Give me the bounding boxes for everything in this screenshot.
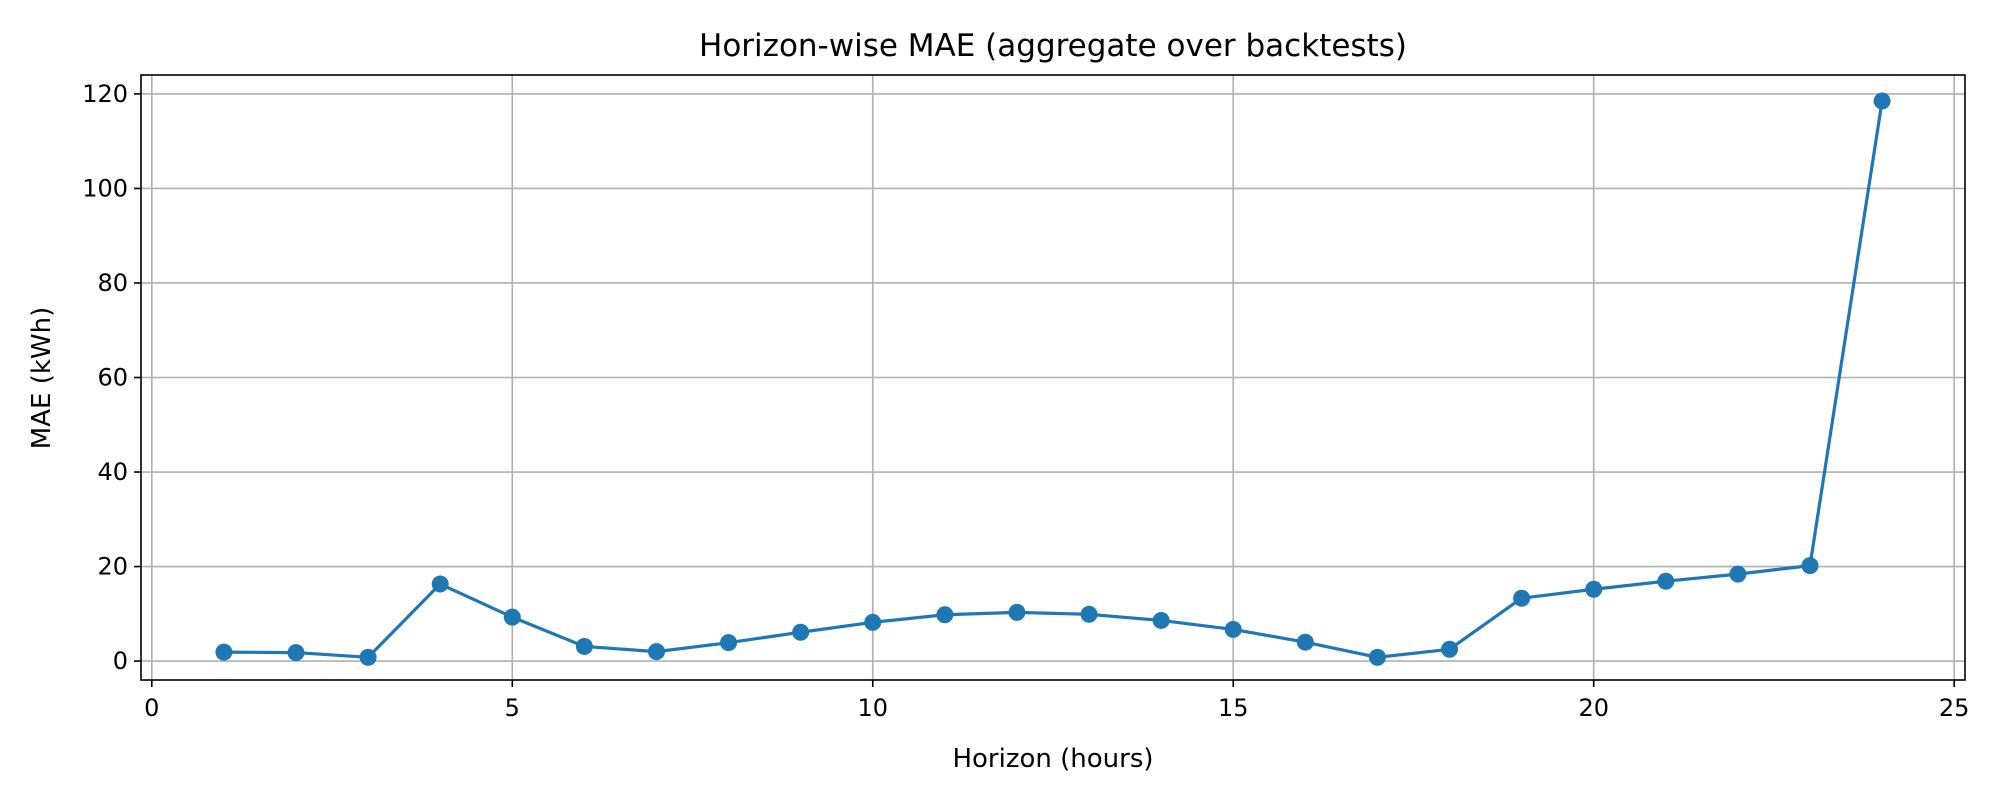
grid-lines — [141, 75, 1965, 680]
y-tick-label: 60 — [97, 364, 128, 392]
data-point — [936, 606, 954, 624]
y-axis-label: MAE (kWh) — [27, 307, 57, 449]
data-point — [575, 637, 593, 655]
data-point — [503, 608, 521, 626]
data-point — [1224, 620, 1242, 638]
data-point — [1657, 572, 1675, 590]
data-point — [720, 634, 738, 652]
x-tick-label: 10 — [857, 694, 888, 722]
data-point — [1729, 565, 1747, 583]
data-point — [1008, 603, 1026, 621]
data-point — [1080, 605, 1098, 623]
data-point — [1296, 633, 1314, 651]
data-point — [647, 643, 665, 661]
data-point — [1801, 557, 1819, 575]
data-point — [287, 644, 305, 662]
y-tick-label: 120 — [82, 80, 128, 108]
data-point — [1441, 640, 1459, 658]
y-tick-label: 40 — [97, 458, 128, 486]
axis-ticks: 0 5 10 15 20 25 0 20 40 60 80 100 120 — [82, 80, 1969, 722]
y-tick-label: 80 — [97, 269, 128, 297]
chart-title: Horizon-wise MAE (aggregate over backtes… — [699, 28, 1407, 64]
y-tick-label: 0 — [113, 647, 128, 675]
data-point — [1152, 611, 1170, 629]
series-line — [223, 100, 1884, 659]
x-tick-label: 20 — [1578, 694, 1609, 722]
y-tick-label: 20 — [97, 553, 128, 581]
data-point — [792, 623, 810, 641]
data-point — [1368, 648, 1386, 666]
data-point — [215, 643, 233, 661]
x-tick-label: 25 — [1939, 694, 1970, 722]
data-point — [1513, 589, 1531, 607]
y-tick-label: 100 — [82, 174, 128, 202]
x-axis-label: Horizon (hours) — [952, 744, 1153, 774]
x-tick-label: 5 — [505, 694, 520, 722]
data-point — [431, 575, 449, 593]
plot-series — [215, 92, 1891, 666]
data-point — [1585, 580, 1603, 598]
data-point — [1873, 92, 1891, 110]
x-tick-label: 15 — [1218, 694, 1249, 722]
x-tick-label: 0 — [144, 694, 159, 722]
data-point — [359, 648, 377, 666]
data-point — [864, 613, 882, 631]
